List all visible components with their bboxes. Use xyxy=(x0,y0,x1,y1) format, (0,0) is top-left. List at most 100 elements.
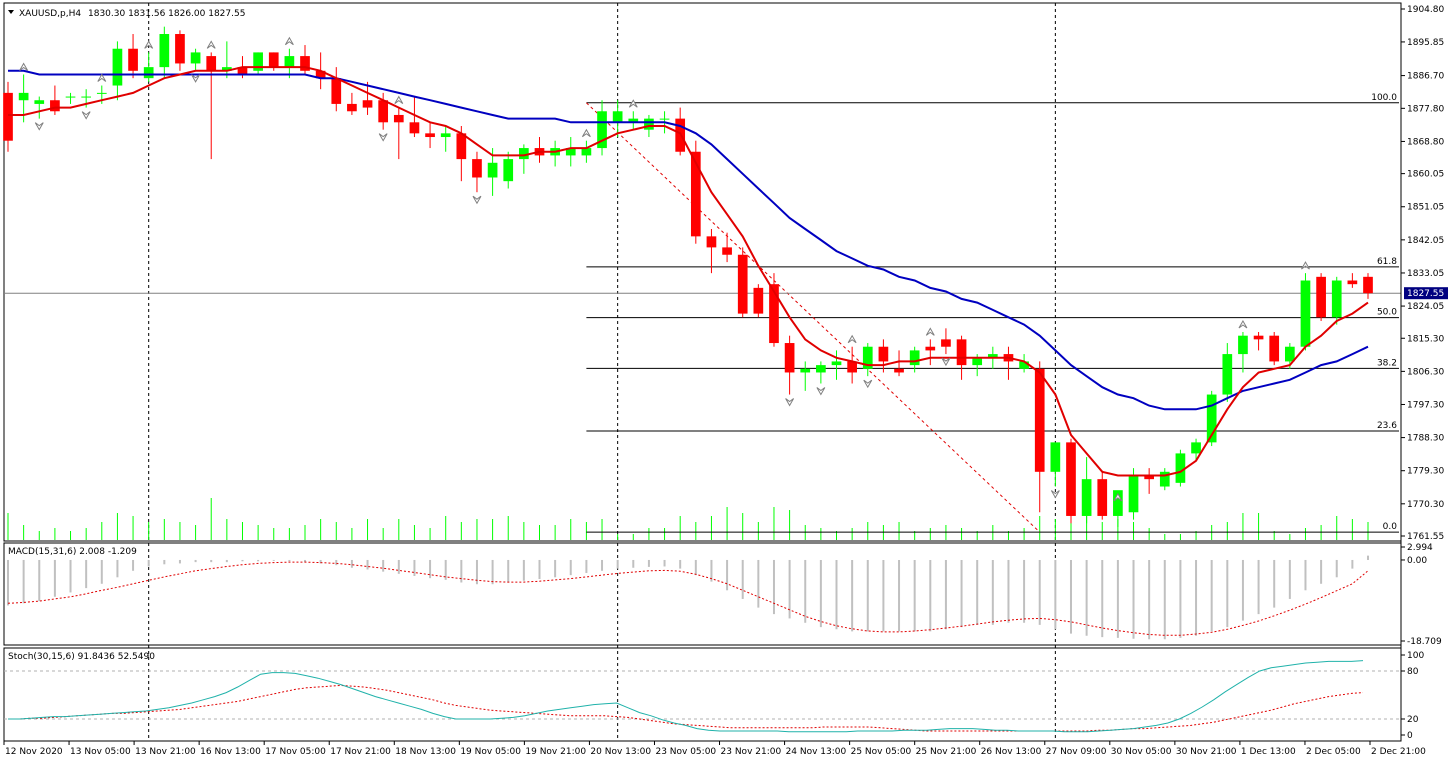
bear-candle xyxy=(456,133,467,160)
fib-level-label: 38.2 xyxy=(1377,358,1397,368)
bear-candle xyxy=(347,103,357,112)
bull-candle xyxy=(659,118,670,120)
bull-candle xyxy=(644,118,654,130)
x-tick-label: 19 Nov 21:00 xyxy=(525,747,586,757)
bull-candle xyxy=(1175,453,1186,483)
bull-candle xyxy=(284,56,295,68)
last-price-tag xyxy=(1404,287,1448,300)
stoch-y-tick-label: 100 xyxy=(1407,651,1424,661)
bear-candle xyxy=(409,122,420,134)
bull-candle xyxy=(96,92,107,94)
stoch-y-tick-label: 20 xyxy=(1407,715,1419,725)
bear-candle xyxy=(300,56,310,71)
bear-candle xyxy=(1066,442,1076,516)
bear-candle xyxy=(472,159,482,178)
bull-candle xyxy=(487,162,498,178)
bull-candle xyxy=(1113,490,1123,516)
y-tick-label: 1877.80 xyxy=(1407,104,1444,114)
ma-slow-line xyxy=(8,69,1369,411)
x-tick-label: 19 Nov 05:00 xyxy=(460,747,521,757)
bear-candle xyxy=(175,34,185,64)
bear-candle xyxy=(331,78,342,104)
y-tick-label: 1895.85 xyxy=(1407,38,1444,48)
bull-candle xyxy=(816,365,826,373)
bull-candle xyxy=(862,346,873,369)
stoch-pane xyxy=(3,647,1402,742)
bull-candle xyxy=(190,52,201,64)
stoch-main-line xyxy=(8,660,1364,733)
bull-candle xyxy=(159,34,170,68)
fib-level-label: 0.0 xyxy=(1383,522,1398,532)
x-tick-label: 20 Nov 13:00 xyxy=(590,747,651,757)
bear-candle xyxy=(378,100,389,123)
macd-y-tick-label: 0.00 xyxy=(1407,556,1427,566)
x-tick-label: 18 Nov 13:00 xyxy=(395,747,456,757)
fractal-up-arrow xyxy=(19,62,29,71)
bear-candle xyxy=(722,247,732,255)
ma-fast-line xyxy=(8,66,1369,477)
x-tick-label: 25 Nov 21:00 xyxy=(916,747,977,757)
bull-candle xyxy=(987,354,998,358)
bull-candle xyxy=(628,118,639,123)
fractal-up-arrow xyxy=(394,95,404,104)
bear-candle xyxy=(1097,479,1108,516)
y-tick-label: 1904.80 xyxy=(1407,5,1444,15)
bear-candle xyxy=(956,339,967,366)
bear-candle xyxy=(206,56,217,71)
fractal-up-arrow xyxy=(284,36,294,46)
x-tick-label: 25 Nov 05:00 xyxy=(851,747,912,757)
fractal-down-arrow xyxy=(816,387,826,396)
symbol-dropdown-icon xyxy=(8,10,14,14)
x-tick-label: 13 Nov 05:00 xyxy=(70,747,131,757)
stoch-label: Stoch(30,15,6) 91.8436 52.5490 xyxy=(8,652,155,662)
x-tick-label: 13 Nov 21:00 xyxy=(135,747,196,757)
x-tick-label: 23 Nov 21:00 xyxy=(721,747,782,757)
bear-candle xyxy=(1363,276,1373,294)
y-tick-label: 1860.05 xyxy=(1407,170,1444,180)
x-tick-label: 30 Nov 05:00 xyxy=(1111,747,1172,757)
fractal-down-arrow xyxy=(81,111,91,120)
bear-candle xyxy=(1316,276,1326,318)
bear-candle xyxy=(1269,335,1280,362)
bear-candle xyxy=(1347,280,1358,285)
y-tick-label: 1868.80 xyxy=(1407,137,1444,147)
bull-candle xyxy=(581,148,592,156)
y-tick-label: 1833.05 xyxy=(1407,269,1444,279)
fractal-up-arrow xyxy=(1238,319,1248,329)
bear-candle xyxy=(362,100,373,108)
bear-candle xyxy=(769,284,779,344)
stoch-signal-line xyxy=(8,684,1364,732)
bull-candle xyxy=(65,96,76,98)
bear-candle xyxy=(237,67,248,75)
bull-candle xyxy=(612,111,623,123)
y-tick-label: 1824.05 xyxy=(1407,302,1444,312)
fib-level-label: 100.0 xyxy=(1371,93,1397,103)
bull-candle xyxy=(18,92,29,101)
x-tick-label: 16 Nov 13:00 xyxy=(200,747,261,757)
bull-candle xyxy=(565,148,576,156)
bull-candle xyxy=(1206,394,1217,443)
bull-candle xyxy=(440,133,451,138)
bear-candle xyxy=(50,100,60,112)
bull-candle xyxy=(253,52,263,71)
x-tick-label: 2 Dec 21:00 xyxy=(1371,747,1426,757)
macd-pane xyxy=(3,542,1402,646)
bull-candle xyxy=(1222,354,1233,395)
fractal-down-arrow xyxy=(785,398,795,407)
fractal-down-arrow xyxy=(472,195,482,205)
bull-candle xyxy=(1019,361,1029,369)
x-tick-label: 17 Nov 21:00 xyxy=(330,747,391,757)
bull-candle xyxy=(972,357,983,366)
bull-candle xyxy=(1331,280,1342,318)
fib-trend-line xyxy=(586,102,1041,533)
fractal-up-arrow xyxy=(581,128,591,138)
bull-candle xyxy=(831,361,842,366)
y-tick-label: 1806.30 xyxy=(1407,367,1444,377)
x-tick-label: 23 Nov 05:00 xyxy=(655,747,716,757)
bull-candle xyxy=(597,111,607,149)
bull-candle xyxy=(503,159,514,182)
bear-candle xyxy=(878,346,889,362)
fractal-down-arrow xyxy=(378,133,388,142)
bear-candle xyxy=(941,339,951,347)
